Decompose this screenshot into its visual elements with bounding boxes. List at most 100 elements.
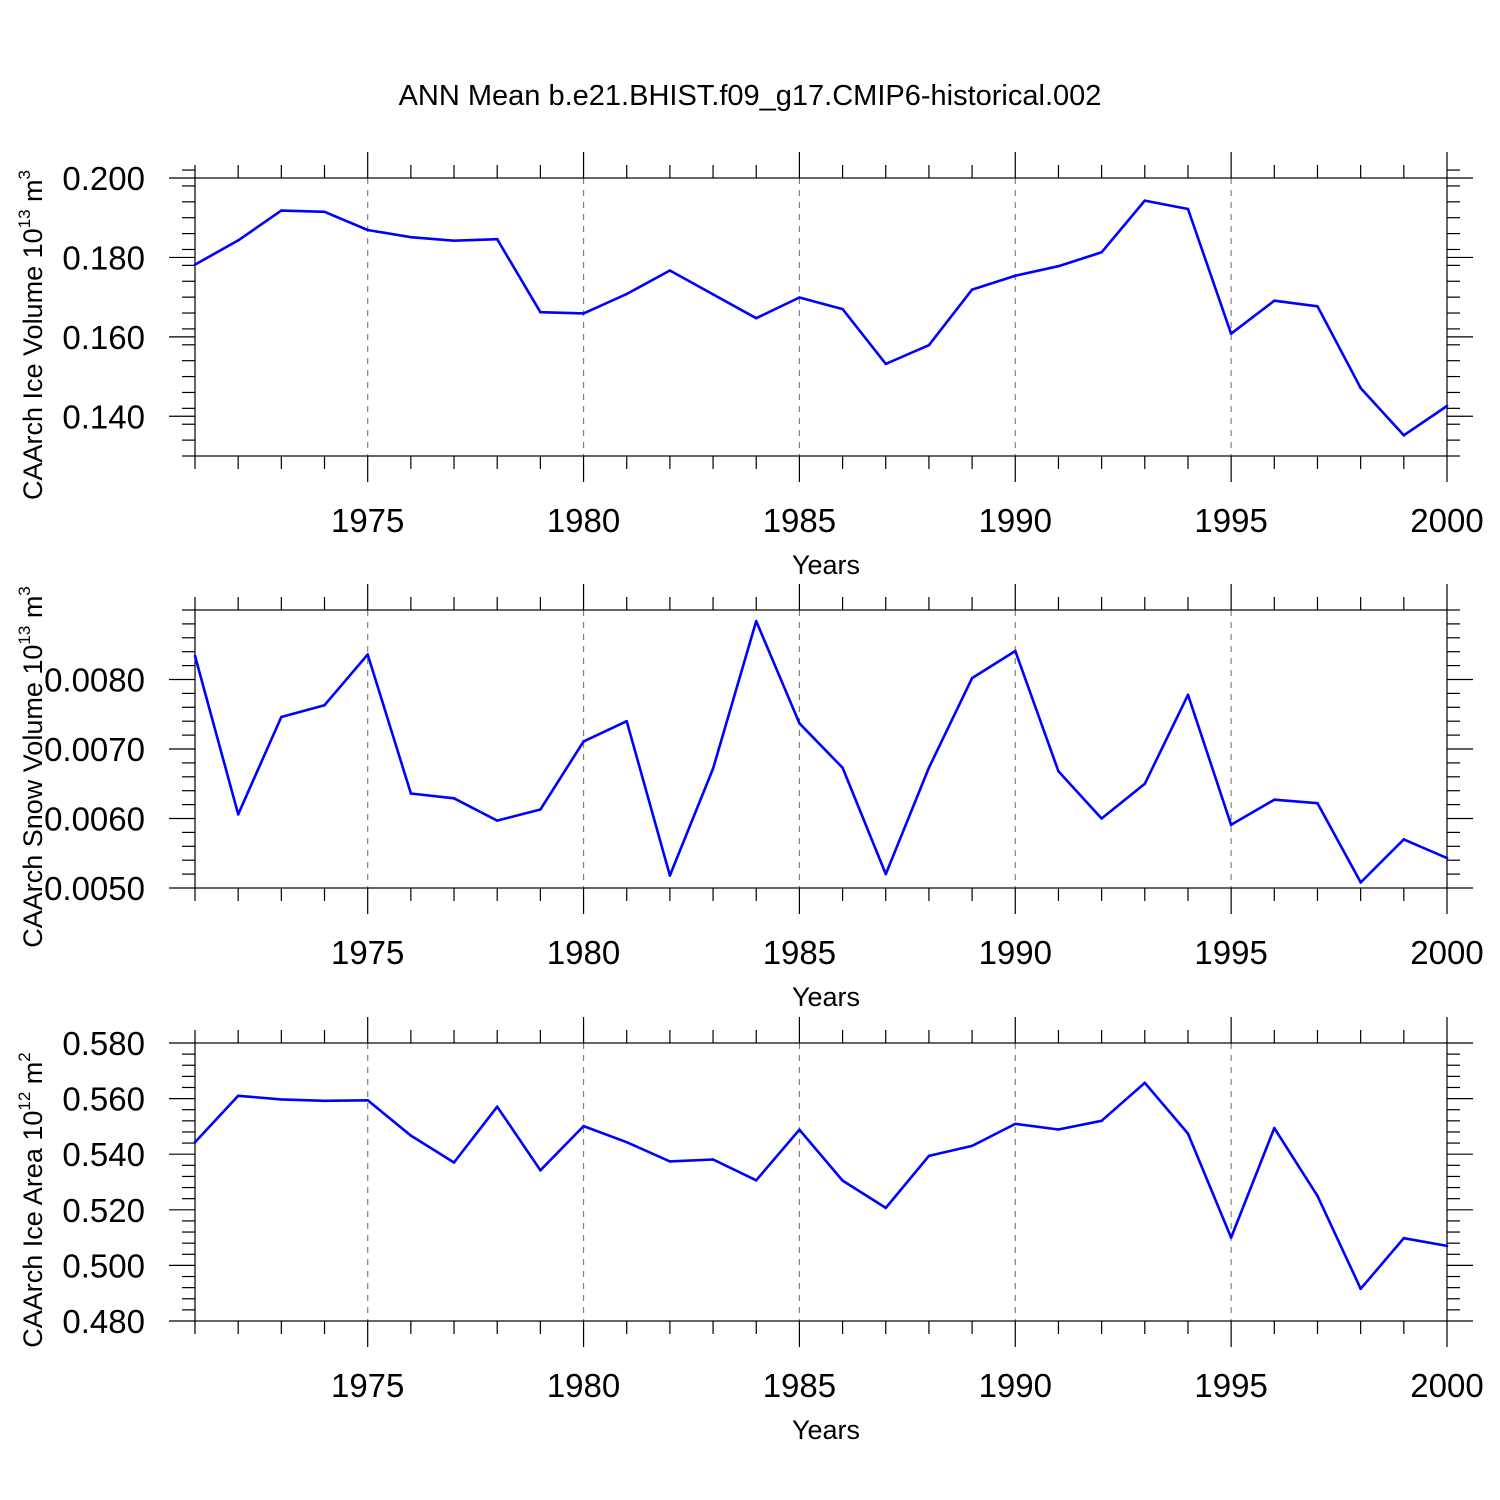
data-point [366, 653, 369, 656]
data-point [970, 1144, 974, 1148]
panel-2: 1975 1980 1985 1990 1995 2000 Years 0.0050 0.006… [15, 584, 1484, 1012]
data-point [927, 1154, 931, 1158]
data-point [1013, 1122, 1017, 1126]
data-point [1229, 332, 1233, 335]
data-point [409, 1134, 413, 1137]
data-point [970, 676, 974, 680]
data-point [280, 209, 283, 212]
plot-frame [194, 177, 1448, 457]
data-point [366, 1098, 369, 1102]
x-axis-label: Years [792, 1415, 860, 1445]
data-point [539, 1169, 542, 1172]
data-point [1013, 649, 1017, 653]
series-line [194, 199, 1448, 437]
data-point [193, 263, 197, 266]
data-point [884, 1206, 888, 1210]
y-tick-label: 0.540 [62, 1136, 145, 1173]
data-point [1143, 782, 1147, 786]
data-point [495, 819, 499, 822]
y-tick-label: 0.500 [62, 1247, 145, 1284]
data-point [668, 874, 672, 877]
data-point [452, 797, 456, 800]
y-axis-label: CAArch Ice Volume 1013 m3 [15, 170, 48, 500]
data-point [1100, 1119, 1103, 1123]
data-point [1402, 838, 1406, 841]
data-point [452, 1161, 456, 1164]
x-tick-label: 1995 [1194, 502, 1267, 539]
data-point [582, 740, 585, 743]
y-tick-label: 0.160 [62, 319, 145, 356]
data-point [582, 312, 585, 315]
data-point [798, 721, 801, 725]
y-tick-label: 0.580 [62, 1025, 145, 1062]
data-point [927, 343, 931, 347]
data-point [884, 362, 888, 366]
data-point [1143, 1081, 1147, 1085]
x-tick-label: 1985 [763, 1367, 836, 1404]
data-point [366, 228, 369, 232]
x-tick-label: 1995 [1194, 934, 1267, 971]
data-point [1445, 856, 1449, 860]
plot-frame [194, 609, 1448, 889]
data-point [711, 293, 715, 296]
data-point [280, 715, 283, 719]
data-point [1186, 693, 1190, 697]
x-tick-label: 1995 [1194, 1367, 1267, 1404]
data-point [1316, 304, 1319, 308]
data-point [1186, 207, 1190, 211]
data-point [1229, 1236, 1233, 1239]
y-tick-label: 0.0050 [44, 870, 145, 907]
y-tick-label: 0.180 [62, 239, 145, 276]
data-point [1186, 1132, 1190, 1135]
data-point [1402, 434, 1406, 437]
data-point [625, 1140, 629, 1144]
y-tick-label: 0.200 [62, 160, 145, 197]
data-point [841, 307, 844, 311]
data-point [323, 703, 326, 707]
data-point [1445, 404, 1449, 408]
x-tick-label: 2000 [1410, 1367, 1483, 1404]
data-point [1273, 1126, 1276, 1130]
data-point [280, 1098, 283, 1101]
x-tick-label: 1990 [979, 1367, 1052, 1404]
y-tick-label: 0.560 [62, 1081, 145, 1118]
y-tick-label: 0.520 [62, 1192, 145, 1229]
data-point [1316, 1194, 1319, 1198]
y-tick-label: 0.0080 [44, 662, 145, 699]
x-tick-label: 1980 [547, 502, 620, 539]
data-point [1316, 801, 1319, 805]
panel-3: 1975 1980 1985 1990 1995 2000 Years 0.480 0.500 0… [15, 1017, 1484, 1445]
data-point [1013, 274, 1017, 277]
data-point [582, 1124, 585, 1128]
data-point [625, 292, 629, 296]
data-point [1359, 1287, 1362, 1291]
series-line [194, 1081, 1448, 1291]
data-point [754, 619, 758, 623]
data-point [1057, 1128, 1060, 1131]
data-point [193, 654, 197, 658]
data-point [236, 239, 240, 242]
x-tick-label: 1980 [547, 934, 620, 971]
data-point [711, 767, 715, 770]
x-tick-label: 1985 [763, 502, 836, 539]
data-point [1100, 250, 1103, 254]
plot-frame [194, 1042, 1448, 1322]
data-point [236, 1094, 240, 1098]
data-point [1057, 264, 1060, 268]
data-point [1057, 769, 1060, 773]
data-point [754, 1179, 758, 1182]
x-tick-label: 1975 [331, 934, 404, 971]
data-point [495, 237, 499, 241]
y-tick-label: 0.140 [62, 398, 145, 435]
x-tick-label: 1975 [331, 502, 404, 539]
data-point [539, 310, 542, 314]
y-tick-label: 0.0070 [44, 731, 145, 768]
data-point [970, 288, 974, 291]
data-point [1273, 299, 1276, 303]
data-point [1402, 1236, 1406, 1240]
x-tick-label: 1990 [979, 934, 1052, 971]
data-point [927, 766, 931, 770]
data-point [1229, 823, 1233, 827]
panels: 1975 1980 1985 1990 1995 2000 Years 0.140 0.160 0… [15, 152, 1484, 1445]
